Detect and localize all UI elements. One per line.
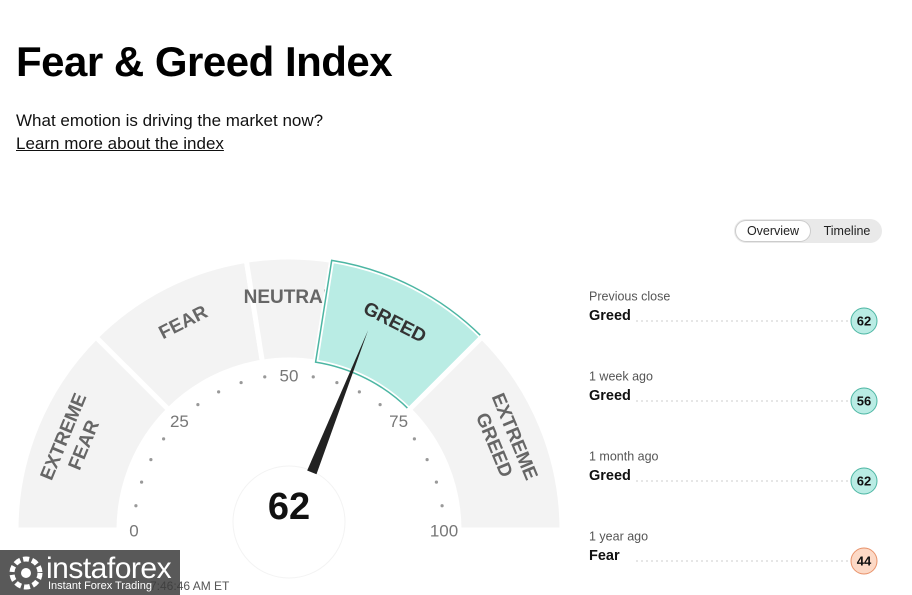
history-rating: Greed: [589, 308, 631, 324]
history-value: 44: [857, 553, 872, 568]
tick-dot: [440, 504, 444, 508]
history-value: 56: [857, 393, 871, 408]
tab-switch: Overview Timeline: [734, 219, 882, 243]
gauge-segment: [405, 333, 565, 533]
history-value: 62: [857, 313, 871, 328]
history-label: 1 year ago: [589, 529, 648, 543]
tick-dot: [196, 403, 200, 407]
tick-dot: [239, 380, 243, 385]
tick-dot: [357, 390, 361, 394]
history-label: 1 month ago: [589, 449, 659, 463]
history-badge: [850, 387, 878, 415]
tick-dot: [149, 458, 153, 462]
watermark: instaforex Instant Forex Trading: [0, 550, 180, 595]
history-rating: Greed: [589, 468, 631, 484]
history-label: Previous close: [589, 289, 670, 303]
tick-dot: [139, 480, 144, 484]
tick-dot: [263, 375, 267, 379]
watermark-logo: [9, 556, 43, 590]
tab[interactable]: Timeline: [823, 224, 871, 238]
watermark-brand: instaforex: [46, 552, 172, 585]
history-label: 1 week ago: [589, 369, 653, 383]
tick-label: 75: [389, 412, 408, 431]
tick-dot: [378, 403, 382, 407]
tick-dot: [434, 480, 439, 484]
learn-more-link[interactable]: Learn more about the index: [16, 134, 224, 153]
title: Fear & Greed Index: [16, 38, 393, 85]
tick-label: 25: [170, 412, 189, 431]
tick-dot: [335, 380, 339, 385]
history-value: 62: [857, 473, 871, 488]
tick-dot: [311, 375, 315, 379]
tab[interactable]: Overview: [736, 221, 810, 241]
tick-dot: [134, 504, 138, 508]
history-rating: Fear: [589, 548, 620, 564]
watermark-tagline: Instant Forex Trading: [48, 580, 152, 592]
tick-dot: [412, 437, 416, 441]
history-rating: Greed: [589, 388, 631, 404]
gauge-value: 62: [268, 486, 310, 528]
history-badge: [850, 547, 878, 575]
center-disc: [232, 465, 346, 579]
tick-label: 100: [430, 521, 458, 540]
tick-dot: [162, 437, 166, 441]
needle: [307, 330, 369, 475]
tick-dot: [425, 458, 429, 462]
gauge-inner: [122, 363, 456, 530]
tick-label: 50: [280, 366, 299, 385]
tick-dot: [217, 390, 221, 394]
subtitle: What emotion is driving the market now?: [16, 111, 324, 130]
history-badge: [850, 467, 878, 495]
tick-label: 0: [129, 521, 138, 540]
history-badge: [850, 307, 878, 335]
segment-label: NEUTRAL: [244, 287, 335, 308]
